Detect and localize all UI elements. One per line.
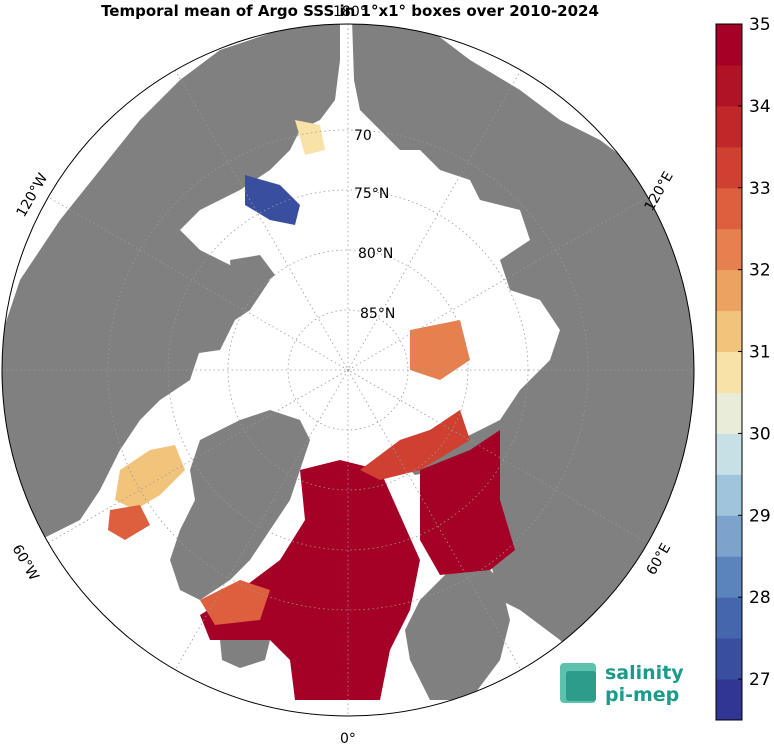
colorbar-segment: [716, 187, 742, 230]
sss-baffin: [115, 445, 185, 510]
colorbar-segment: [716, 351, 742, 393]
logo-line2: pi-mep: [605, 684, 679, 706]
colorbar-tick-label: 35: [749, 15, 771, 35]
colorbar-segment: [716, 597, 742, 639]
lat-label-70: 70: [354, 128, 372, 144]
sss-high-atlantic: [200, 460, 420, 700]
colorbar-tick-label: 29: [749, 506, 771, 526]
colorbar-frame: [715, 23, 743, 721]
meridian-60W: [47, 196, 649, 544]
colorbar-segment: [716, 474, 742, 516]
colorbar-segment: [716, 146, 742, 189]
map-boundary: [1, 23, 695, 717]
colorbar-segment: [716, 64, 742, 107]
colorbar-segment: [716, 433, 742, 475]
map-title: Temporal mean of Argo SSS in 1°x1° boxes…: [101, 2, 599, 20]
land-north-america: [2, 24, 340, 560]
land-scandinavia: [405, 560, 510, 700]
colorbar-segment: [716, 310, 742, 353]
salinity-cells: [108, 120, 515, 700]
colorbar-segment: [716, 24, 742, 66]
colorbar-tick-label: 31: [749, 343, 771, 363]
sss-nordic-shelf: [200, 580, 270, 625]
colorbar-tick-label: 28: [749, 588, 771, 608]
logo-mark-layer: [566, 671, 596, 701]
meridian-60E: [47, 196, 649, 544]
salinity-pi-mep-logo: salinity pi-mep: [560, 662, 684, 706]
parallel-80: [227, 249, 469, 491]
colorbar-segment: [716, 105, 742, 148]
land-arctic-islands: [75, 250, 275, 380]
sss-labrador: [108, 505, 150, 540]
colorbar-segment: [716, 228, 742, 271]
meridian-30: [174, 69, 522, 671]
colorbar-segments: [716, 24, 742, 721]
colorbar-segment: [716, 269, 742, 312]
sss-chukchi: [295, 120, 325, 155]
colorbar-ticks: 35 34 33 32 31 30 29 28 27: [738, 15, 771, 690]
sss-beaufort: [245, 175, 300, 225]
sss-eurasian-basin: [410, 320, 470, 380]
land-greenland: [170, 410, 310, 600]
graticule: [2, 24, 694, 716]
lat-label-80: 80°N: [358, 246, 393, 262]
lon-label-top: 180°: [333, 4, 367, 20]
colorbar-segment: [716, 515, 742, 557]
lon-label-bottom: 0°: [340, 731, 356, 747]
colorbar-segment: [716, 392, 742, 434]
sss-barents-edge: [360, 410, 470, 480]
colorbar-tick-label: 34: [749, 97, 771, 117]
colorbar-tick-label: 32: [749, 261, 771, 281]
land-masses: [2, 24, 694, 700]
meridian-120: [174, 69, 522, 671]
sss-high-barents: [420, 430, 515, 575]
logo-line1: salinity: [605, 662, 684, 684]
colorbar-segment: [716, 679, 742, 721]
colorbar-tick-label: 27: [749, 670, 771, 690]
colorbar-tick-label: 30: [749, 424, 771, 444]
colorbar-segment: [716, 556, 742, 598]
lat-label-75: 75°N: [354, 186, 389, 202]
colorbar-tick-label: 33: [749, 179, 771, 199]
parallel-75: [167, 189, 529, 551]
land-eurasia: [352, 24, 694, 700]
lat-label-85: 85°N: [360, 306, 395, 322]
colorbar-segment: [716, 638, 742, 680]
